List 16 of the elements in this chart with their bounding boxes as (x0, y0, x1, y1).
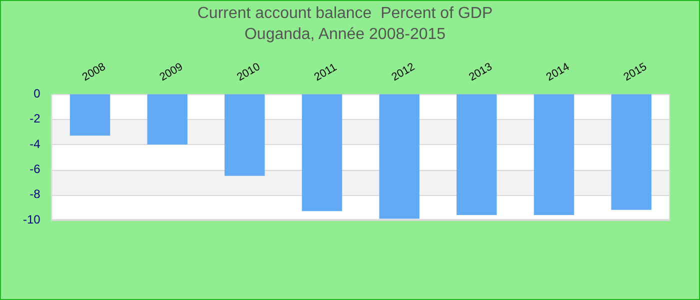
x-tick-label: 2008 (80, 60, 108, 84)
x-tick-label: 2014 (544, 60, 572, 84)
y-tick-label: 0 (34, 86, 41, 100)
chart-subtitle: Ouganda, Année 2008-2015 (244, 26, 446, 44)
x-tick-label: 2010 (235, 60, 262, 84)
y-tick-label: -10 (23, 212, 41, 226)
y-tick-label: -2 (30, 112, 41, 126)
x-tick-label: 2013 (467, 60, 494, 84)
x-tick-label: 2009 (158, 60, 185, 84)
chart-title: Current account balance Percent of GDP (197, 5, 493, 22)
y-tick-label: -6 (30, 162, 41, 176)
x-tick-label: 2015 (622, 60, 649, 84)
y-tick-label: -4 (30, 136, 41, 151)
x-tick-label: 2012 (390, 60, 417, 84)
x-tick-label: 2011 (312, 61, 339, 84)
y-tick-label: -8 (30, 187, 41, 202)
